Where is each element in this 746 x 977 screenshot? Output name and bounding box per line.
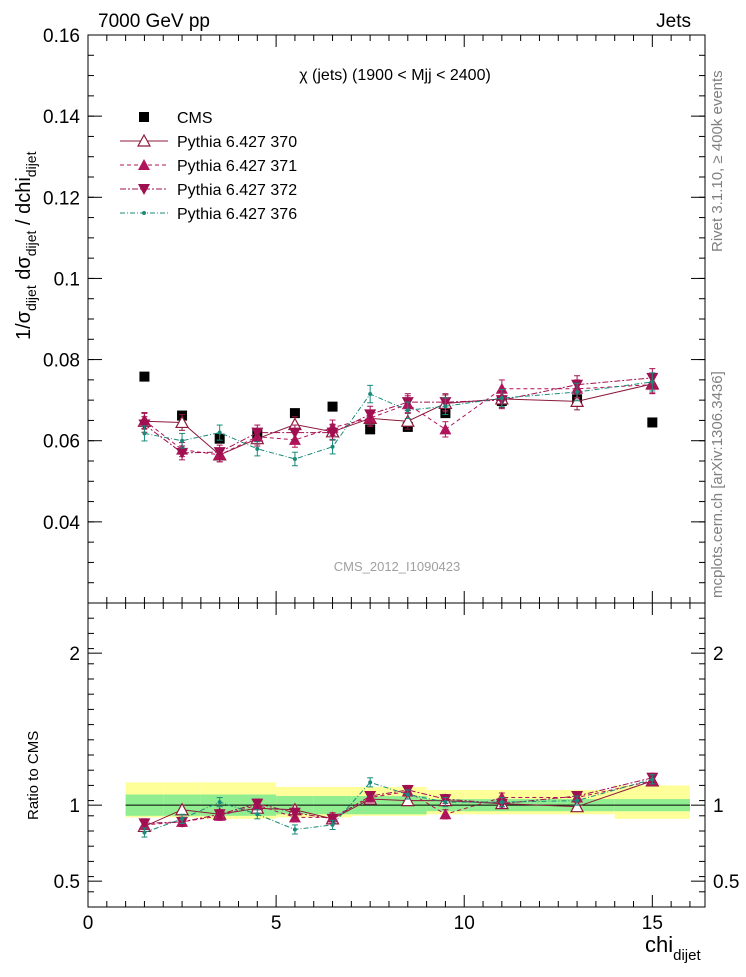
ratio-point — [330, 822, 335, 827]
main-point — [213, 447, 226, 459]
main-panel: 0.04 0.06 0.08 0.1 0.12 0.14 0.16 — [43, 26, 706, 604]
ratio-point — [364, 791, 377, 803]
ratio-ytick-label-right: 2 — [713, 644, 724, 665]
main-point — [138, 419, 151, 431]
ratio-point — [499, 800, 504, 805]
xtick-label: 0 — [83, 913, 94, 934]
main-series-line — [144, 381, 653, 460]
xlabel: chidijet — [645, 932, 701, 964]
ratio-frame — [87, 602, 706, 908]
main-point — [650, 379, 655, 384]
chart-title: χ (jets) (1900 < Mjj < 2400) — [299, 67, 491, 84]
ratio-point — [443, 800, 448, 805]
legend-marker — [136, 133, 152, 147]
watermark: CMS_2012_I1090423 — [334, 559, 461, 574]
ratio-ytick-label: 2 — [69, 644, 80, 665]
ratio-ytick-label: 0.5 — [54, 872, 80, 893]
xtick-label: 5 — [271, 913, 282, 934]
ratio-point — [142, 830, 147, 835]
legend-label: CMS — [177, 110, 213, 127]
header-right: Jets — [656, 11, 691, 32]
ratio-point — [405, 792, 410, 797]
xtick-label: 15 — [642, 913, 663, 934]
main-series-line — [144, 384, 653, 456]
svg-text:chidijet: chidijet — [645, 932, 701, 964]
main-ytick-label: 0.08 — [43, 351, 80, 372]
svg-text:1/σdijet dσdijet / dchidijet: 1/σdijet dσdijet / dchidijet — [13, 151, 39, 340]
main-point — [400, 413, 415, 427]
ratio-series-line — [144, 780, 653, 827]
legend-label: Pythia 6.427 371 — [177, 158, 297, 175]
ratio-point — [570, 799, 585, 813]
main-point — [326, 427, 339, 439]
main-ytick-label: 0.06 — [43, 432, 80, 453]
main-point — [251, 427, 264, 439]
main-ytick-label: 0.14 — [43, 107, 80, 128]
legend: CMS Pythia 6.427 370 Pythia 6.427 371 Pythi… — [120, 110, 297, 223]
main-point — [327, 401, 338, 412]
main-point — [364, 409, 377, 421]
ratio-ylabel: Ratio to CMS — [25, 731, 42, 820]
main-point — [289, 408, 300, 419]
legend-label: Pythia 6.427 376 — [177, 206, 297, 223]
ratio-ytick-label-right: 0.5 — [713, 872, 739, 893]
main-point — [495, 382, 508, 394]
ratio-point — [368, 780, 373, 785]
main-point — [647, 417, 658, 428]
main-ytick-label: 0.12 — [43, 188, 80, 209]
main-point — [288, 427, 301, 439]
main-point — [139, 371, 150, 382]
ratio-series-line — [144, 777, 653, 824]
main-point — [405, 408, 410, 413]
ratio-point — [217, 800, 222, 805]
main-point — [292, 456, 297, 461]
main-ytick-label: 0.1 — [54, 269, 80, 290]
main-ytick-label: 0.16 — [43, 26, 80, 47]
main-series-line — [144, 383, 653, 456]
main-point — [439, 423, 452, 435]
mcplots-label: mcplots.cern.ch [arXiv:1306.3436] — [709, 371, 726, 598]
ratio-point — [251, 798, 264, 810]
ratio-point — [326, 813, 339, 825]
legend-marker — [139, 112, 149, 122]
legend-marker — [138, 159, 150, 170]
main-point — [499, 396, 504, 401]
legend-label: Pythia 6.427 372 — [177, 182, 297, 199]
main-point — [330, 444, 335, 449]
xtick-label: 10 — [454, 913, 475, 934]
ratio-series-line — [144, 778, 653, 833]
main-point — [180, 438, 185, 443]
main-point — [176, 447, 189, 459]
ratio-point — [213, 809, 226, 821]
main-point — [175, 415, 190, 429]
ratio-point — [575, 798, 580, 803]
legend-marker — [142, 211, 146, 215]
ratio-ytick-label: 1 — [69, 796, 80, 817]
main-point — [443, 404, 448, 409]
ratio-panel: 0.5 0.5 1 1 2 2 0 5 10 15 — [54, 602, 739, 934]
main-point — [255, 446, 260, 451]
ratio-point — [255, 812, 260, 817]
main-ylabel: 1/σdijet dσdijet / dchidijet — [13, 151, 39, 340]
main-point — [142, 431, 147, 436]
rivet-label: Rivet 3.1.10, ≥ 400k events — [709, 70, 726, 252]
legend-label: Pythia 6.427 370 — [177, 134, 297, 151]
main-point — [217, 430, 222, 435]
ratio-point — [292, 827, 297, 832]
ratio-point — [288, 807, 301, 819]
main-point — [368, 392, 373, 397]
ratio-point — [650, 777, 655, 782]
main-point — [365, 424, 376, 435]
ratio-point — [138, 818, 151, 830]
main-ytick-label: 0.04 — [43, 513, 80, 534]
ratio-point — [400, 793, 415, 807]
header-left: 7000 GeV pp — [98, 11, 210, 32]
ratio-point — [180, 816, 185, 821]
ratio-point — [439, 808, 452, 820]
main-point — [575, 390, 580, 395]
legend-marker — [138, 184, 150, 195]
ratio-ytick-label-right: 1 — [713, 796, 724, 817]
